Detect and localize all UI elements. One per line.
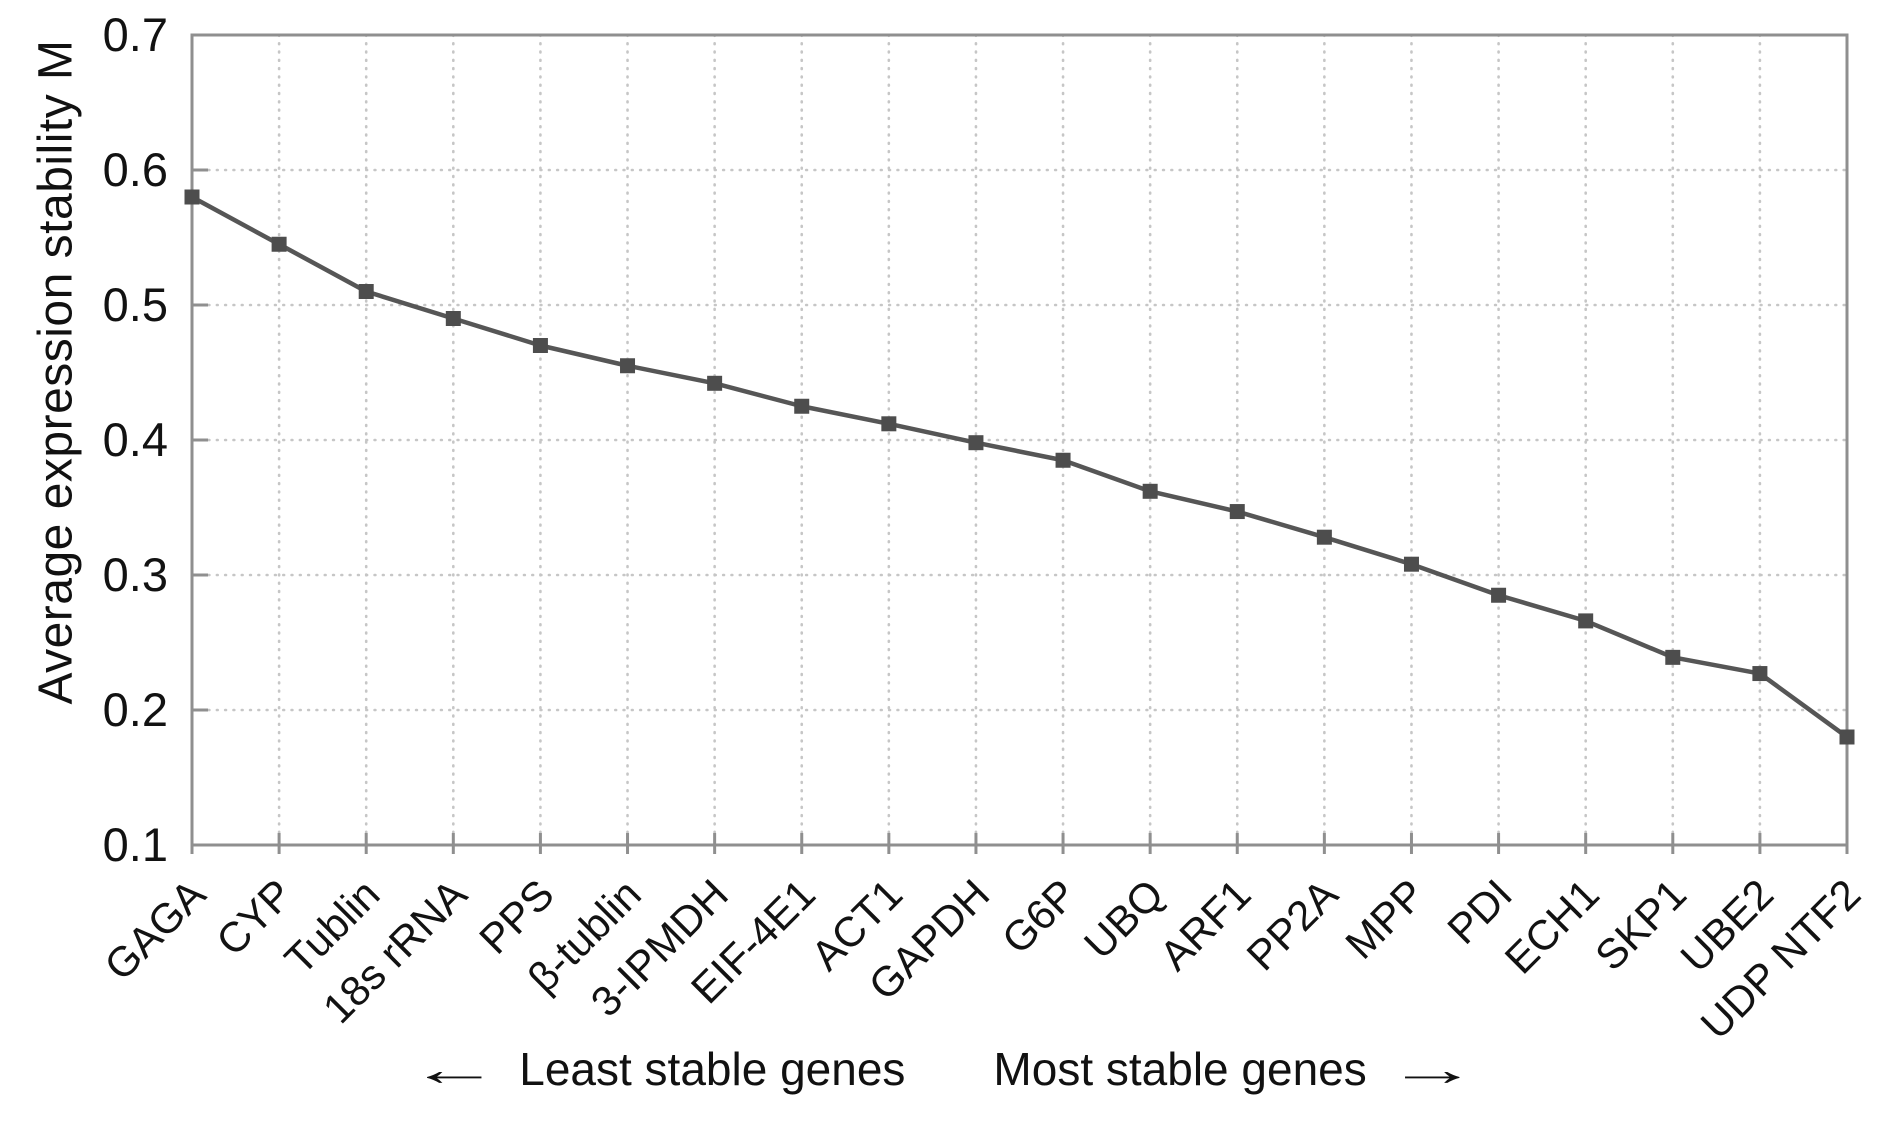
y-tick-label: 0.2 xyxy=(103,683,168,736)
y-tick-label: 0.7 xyxy=(103,8,168,61)
right-arrow-icon: → xyxy=(1385,1043,1478,1095)
y-tick-label: 0.3 xyxy=(103,548,168,601)
data-point-marker xyxy=(184,189,200,205)
left-arrow-icon: ← xyxy=(408,1043,501,1095)
data-point-marker xyxy=(1491,587,1507,603)
data-point-marker xyxy=(445,311,461,326)
data-point-marker xyxy=(1839,729,1855,745)
data-point-marker xyxy=(1403,556,1419,572)
y-tick-label: 0.6 xyxy=(103,143,168,196)
data-point-marker xyxy=(358,284,374,299)
data-point-marker xyxy=(968,435,984,451)
x-tick-label: ARF1 xyxy=(1150,870,1259,979)
x-tick-label: ECH1 xyxy=(1496,870,1608,982)
data-point-marker xyxy=(1316,529,1332,545)
x-tick-label: GAGA xyxy=(95,870,214,989)
y-tick-label: 0.5 xyxy=(103,278,168,331)
x-tick-label: G6P xyxy=(993,870,1086,963)
data-point-marker xyxy=(1055,452,1071,468)
caption-most-stable-label: Most stable genes xyxy=(993,1043,1367,1095)
data-point-marker xyxy=(620,358,636,374)
x-tick-label: PP2A xyxy=(1238,870,1347,979)
data-point-marker xyxy=(532,338,548,353)
data-point-marker xyxy=(794,398,810,414)
data-point-marker xyxy=(1752,666,1768,682)
y-axis-title: Average expression stability M xyxy=(29,39,83,705)
x-axis-caption: ← Least stable genes Most stable genes → xyxy=(403,1042,1483,1096)
y-tick-label: 0.1 xyxy=(103,818,168,871)
y-tick-label: 0.4 xyxy=(103,413,168,466)
data-point-marker xyxy=(271,236,287,252)
x-tick-label: SKP1 xyxy=(1586,870,1695,979)
caption-least-stable-label: Least stable genes xyxy=(519,1043,906,1095)
data-point-marker xyxy=(1142,483,1158,499)
data-point-marker xyxy=(1665,649,1681,665)
data-point-marker xyxy=(1229,504,1245,520)
data-point-marker xyxy=(1578,613,1594,629)
data-point-marker xyxy=(707,375,723,391)
x-tick-label: MPP xyxy=(1336,870,1434,968)
data-point-marker xyxy=(881,416,897,432)
series-line xyxy=(190,195,1849,739)
